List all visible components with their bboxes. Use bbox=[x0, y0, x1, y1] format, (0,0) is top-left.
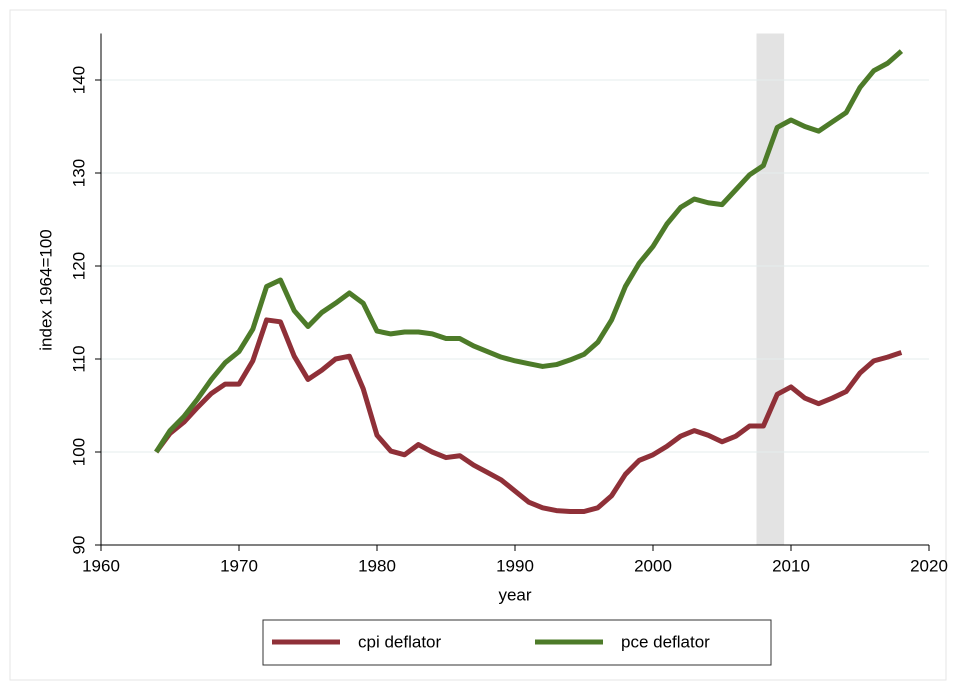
y-tick-label: 110 bbox=[69, 345, 88, 372]
shaded-band bbox=[756, 33, 785, 545]
x-axis-label: year bbox=[498, 585, 531, 604]
y-tick-label: 140 bbox=[69, 66, 88, 94]
y-tick-label: 90 bbox=[69, 536, 88, 555]
x-tick-label: 1970 bbox=[220, 556, 258, 575]
series-line bbox=[154, 49, 904, 454]
series-line bbox=[154, 317, 903, 515]
y-tick-label: 100 bbox=[69, 438, 88, 466]
y-axis-label: index 1964=100 bbox=[36, 229, 55, 350]
y-tick-label: 120 bbox=[69, 252, 88, 280]
x-tick-label: 1980 bbox=[358, 556, 396, 575]
x-tick-label: 1960 bbox=[82, 556, 120, 575]
legend-label: cpi deflator bbox=[358, 632, 441, 651]
x-tick-label: 1990 bbox=[496, 556, 534, 575]
x-tick-label: 2010 bbox=[772, 556, 810, 575]
frame bbox=[9, 9, 947, 681]
y-tick-label: 130 bbox=[69, 159, 88, 187]
legend bbox=[262, 619, 772, 666]
x-tick-label: 2000 bbox=[634, 556, 672, 575]
x-tick-label: 2020 bbox=[910, 556, 948, 575]
legend-label: pce deflator bbox=[621, 632, 710, 651]
